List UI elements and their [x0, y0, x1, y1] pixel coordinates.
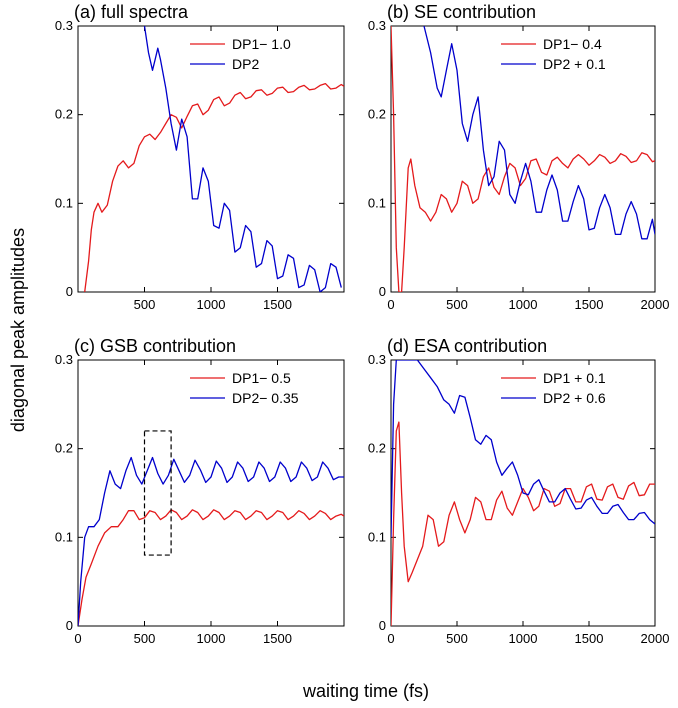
y-tick-label: 0.3 — [55, 352, 73, 367]
series-line-2 — [391, 360, 655, 538]
y-tick-label: 0.3 — [368, 352, 386, 367]
legend-label: DP2 + 0.1 — [543, 56, 606, 72]
x-tick-label: 500 — [446, 297, 468, 312]
y-tick-label: 0.3 — [55, 18, 73, 33]
panel-title: (a) full spectra — [74, 2, 189, 22]
x-tick-label: 500 — [446, 631, 468, 646]
x-tick-label: 2000 — [641, 297, 670, 312]
legend-label: DP2 + 0.6 — [543, 390, 606, 406]
x-tick-label: 500 — [134, 631, 156, 646]
y-tick-label: 0.2 — [368, 107, 386, 122]
y-tick-label: 0 — [66, 618, 73, 633]
y-axis-title: diagonal peak amplitudes — [8, 228, 28, 432]
panel-title: (c) GSB contribution — [74, 336, 236, 356]
chart-panel-4: (d) ESA contribution 0 500 1000 1500 2000 0 0.1… — [368, 336, 670, 646]
legend-label: DP1− 0.5 — [232, 370, 291, 386]
chart-panel-2: (b) SE contribution 0 500 1000 1500 2000 0 0.1 0… — [368, 2, 670, 312]
y-tick-label: 0 — [66, 284, 73, 299]
x-tick-label: 0 — [387, 631, 394, 646]
y-tick-label: 0.3 — [368, 18, 386, 33]
chart-panels: (a) full spectra 500 1000 1500 0 0.1 0.2 0.3 DP1… — [55, 2, 670, 646]
y-tick-label: 0.1 — [55, 529, 73, 544]
y-tick-label: 0.2 — [55, 107, 73, 122]
x-tick-label: 0 — [387, 297, 394, 312]
legend-label: DP1− 0.4 — [543, 36, 602, 52]
x-tick-label: 500 — [134, 297, 156, 312]
legend-label: DP2 — [232, 56, 259, 72]
x-tick-label: 1500 — [575, 297, 604, 312]
plot-frame — [77, 359, 345, 627]
chart-panel-1: (a) full spectra 500 1000 1500 0 0.1 0.2 0.3 DP1… — [55, 2, 345, 312]
series-line-1 — [84, 82, 344, 292]
panel-title: (b) SE contribution — [387, 2, 536, 22]
x-tick-label: 1000 — [197, 297, 226, 312]
plot-frame — [77, 25, 345, 293]
series-line-2 — [143, 26, 342, 292]
y-tick-label: 0 — [379, 618, 386, 633]
series-line-1 — [78, 509, 344, 626]
x-tick-label: 1500 — [263, 631, 292, 646]
highlight-box — [143, 430, 172, 556]
series-line-1 — [391, 26, 655, 292]
y-tick-label: 0.1 — [368, 529, 386, 544]
series-line-2 — [78, 456, 344, 626]
x-tick-label: 1000 — [509, 631, 538, 646]
y-tick-label: 0.2 — [368, 441, 386, 456]
plot-frame — [390, 25, 656, 293]
series-line-1 — [391, 421, 655, 626]
x-tick-label: 1500 — [575, 631, 604, 646]
legend-label: DP2− 0.35 — [232, 390, 299, 406]
y-tick-label: 0.1 — [368, 195, 386, 210]
series-line-2 — [423, 26, 655, 240]
chart-panel-3: (c) GSB contribution 0 500 1000 1500 0 0.1 0.2 0… — [55, 336, 345, 646]
legend-label: DP1− 1.0 — [232, 36, 291, 52]
y-tick-label: 0.1 — [55, 195, 73, 210]
y-tick-label: 0.2 — [55, 441, 73, 456]
x-tick-label: 0 — [74, 631, 81, 646]
x-tick-label: 1000 — [509, 297, 538, 312]
x-tick-label: 1500 — [263, 297, 292, 312]
legend-label: DP1 + 0.1 — [543, 370, 606, 386]
panel-title: (d) ESA contribution — [387, 336, 547, 356]
x-axis-title: waiting time (fs) — [302, 681, 429, 701]
x-tick-label: 2000 — [641, 631, 670, 646]
y-tick-label: 0 — [379, 284, 386, 299]
x-tick-label: 1000 — [197, 631, 226, 646]
